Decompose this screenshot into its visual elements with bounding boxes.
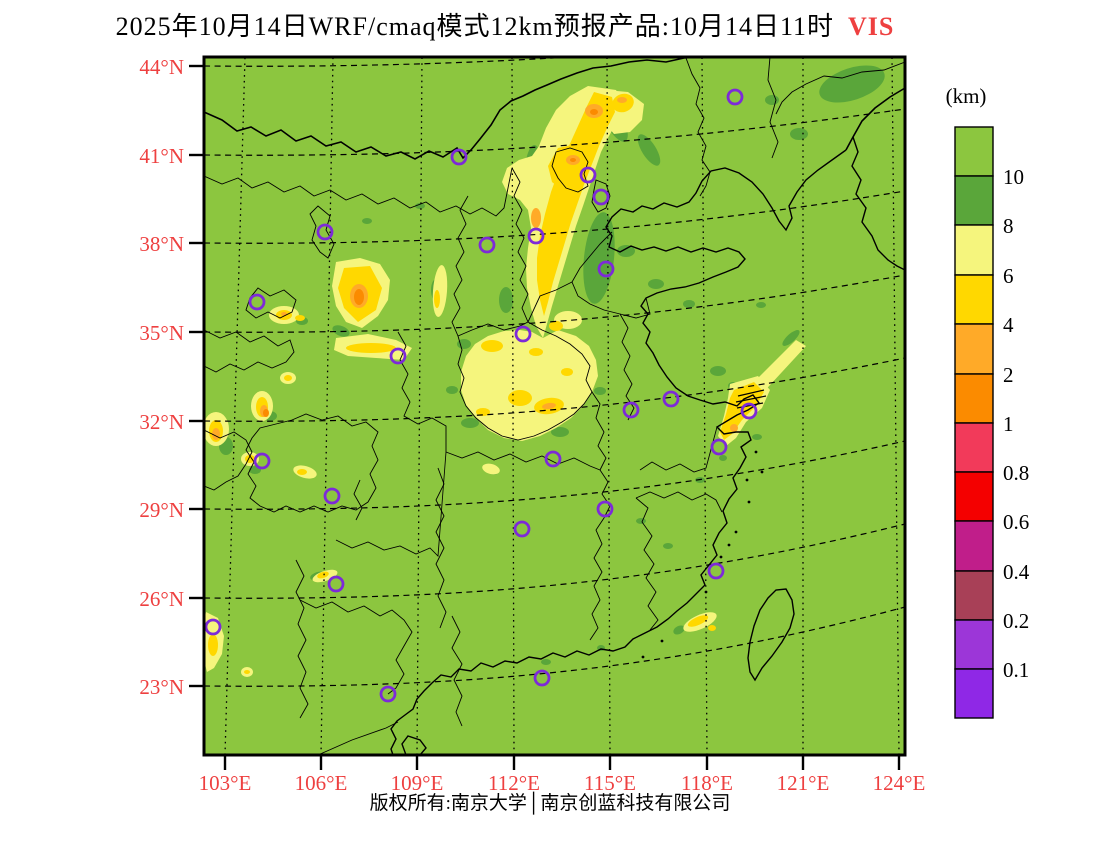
coastal-islands — [641, 450, 764, 659]
city-marker — [622, 401, 640, 419]
title-variable-tag: VIS — [848, 12, 895, 41]
city-marker — [740, 402, 758, 420]
axis-ticks-bottom — [223, 755, 901, 770]
colorbar-label: 1 — [1003, 412, 1014, 436]
map-frame — [202, 55, 907, 757]
mongolia-border — [204, 57, 700, 160]
city-marker — [597, 260, 615, 278]
colorbar-label: 0.1 — [1003, 658, 1029, 682]
colorbar-label: 8 — [1003, 214, 1014, 238]
city-marker — [316, 223, 334, 241]
lat-label: 44°N — [139, 55, 184, 79]
lat-label: 38°N — [139, 232, 184, 256]
city-marker — [478, 236, 496, 254]
colorbar-swatch — [954, 471, 994, 522]
colorbar-swatch — [954, 126, 994, 177]
hainan-island — [401, 735, 427, 755]
lon-label: 115°E — [584, 771, 636, 795]
city-marker — [389, 347, 407, 365]
colorbar-swatch — [954, 373, 994, 424]
lat-label: 26°N — [139, 587, 184, 611]
colorbar-label: 0.2 — [1003, 609, 1029, 633]
city-marker — [662, 390, 680, 408]
city-marker — [710, 438, 728, 456]
colorbar-label: 2 — [1003, 363, 1014, 387]
city-markers — [204, 88, 758, 703]
city-marker — [596, 500, 614, 518]
lon-label: 124°E — [873, 771, 926, 795]
lat-label: 23°N — [139, 675, 184, 699]
lon-label: 106°E — [295, 771, 348, 795]
lon-label: 103°E — [199, 771, 252, 795]
colorbar-swatch — [954, 619, 994, 670]
colorbar: (km) 10 8 6 4 2 1 — [946, 84, 1030, 719]
colorbar-label: 6 — [1003, 264, 1014, 288]
colorbar-swatch — [954, 422, 994, 473]
city-marker — [579, 166, 597, 184]
grid-longitude-lines — [224, 57, 900, 755]
page-title: 2025年10月14日WRF/cmaq模式12km预报产品:10月14日11时 V… — [0, 6, 1010, 43]
city-marker — [544, 450, 562, 468]
axis-ticks-left — [189, 64, 204, 688]
city-marker — [707, 562, 725, 580]
city-marker — [527, 227, 545, 245]
colorbar-swatch — [954, 175, 994, 226]
lon-label: 112°E — [488, 771, 540, 795]
city-marker — [450, 148, 468, 166]
latitude-labels: 44°N 41°N 38°N 35°N 32°N 29°N 26°N 23°N — [139, 55, 184, 699]
city-marker — [253, 452, 271, 470]
city-marker — [592, 188, 610, 206]
lat-label: 32°N — [139, 410, 184, 434]
city-marker — [514, 325, 532, 343]
lon-label: 118°E — [681, 771, 733, 795]
copyright-text: 版权所有:南京大学│南京创蓝科技有限公司 — [369, 793, 731, 814]
colorbar-unit: (km) — [946, 84, 987, 108]
taiwan-island — [747, 588, 795, 682]
city-marker — [327, 575, 345, 593]
city-marker — [726, 88, 744, 106]
colorbar-label: 0.6 — [1003, 510, 1029, 534]
colorbar-label: 0.8 — [1003, 461, 1029, 485]
colorbar-label: 4 — [1003, 313, 1014, 337]
city-marker — [379, 685, 397, 703]
lon-label: 109°E — [391, 771, 444, 795]
colorbar-label: 0.4 — [1003, 560, 1030, 584]
colorbar-swatch — [954, 668, 994, 719]
city-marker — [513, 520, 531, 538]
city-marker — [323, 487, 341, 505]
colorbar-swatch — [954, 274, 994, 325]
lat-label: 29°N — [139, 498, 184, 522]
colorbar-swatch — [954, 224, 994, 276]
city-marker — [533, 669, 551, 687]
colorbar-swatch — [954, 570, 994, 621]
korea-coast — [851, 136, 905, 271]
colorbar-swatches — [954, 126, 994, 719]
colorbar-swatch — [954, 520, 994, 572]
city-marker — [248, 293, 266, 311]
patches-vis-4-6 — [208, 92, 764, 674]
colorbar-swatch — [954, 323, 994, 375]
grid-latitude-lines — [204, 57, 905, 687]
lat-label: 35°N — [139, 321, 184, 345]
patches-vis-1-2 — [263, 109, 598, 417]
title-text: 2025年10月14日WRF/cmaq模式12km预报产品:10月14日11时 — [115, 12, 834, 41]
colorbar-labels: 10 8 6 4 2 1 0.8 0.6 0.4 0.2 0.1 — [1003, 165, 1030, 682]
colorbar-label: 10 — [1003, 165, 1024, 189]
lon-label: 121°E — [777, 771, 830, 795]
lat-label: 41°N — [139, 144, 184, 168]
longitude-labels: 103°E 106°E 109°E 112°E 115°E 118°E 121°… — [199, 771, 926, 795]
map-canvas — [204, 57, 905, 755]
province-borders — [204, 57, 905, 755]
city-marker — [204, 618, 222, 636]
coastline — [390, 136, 905, 755]
